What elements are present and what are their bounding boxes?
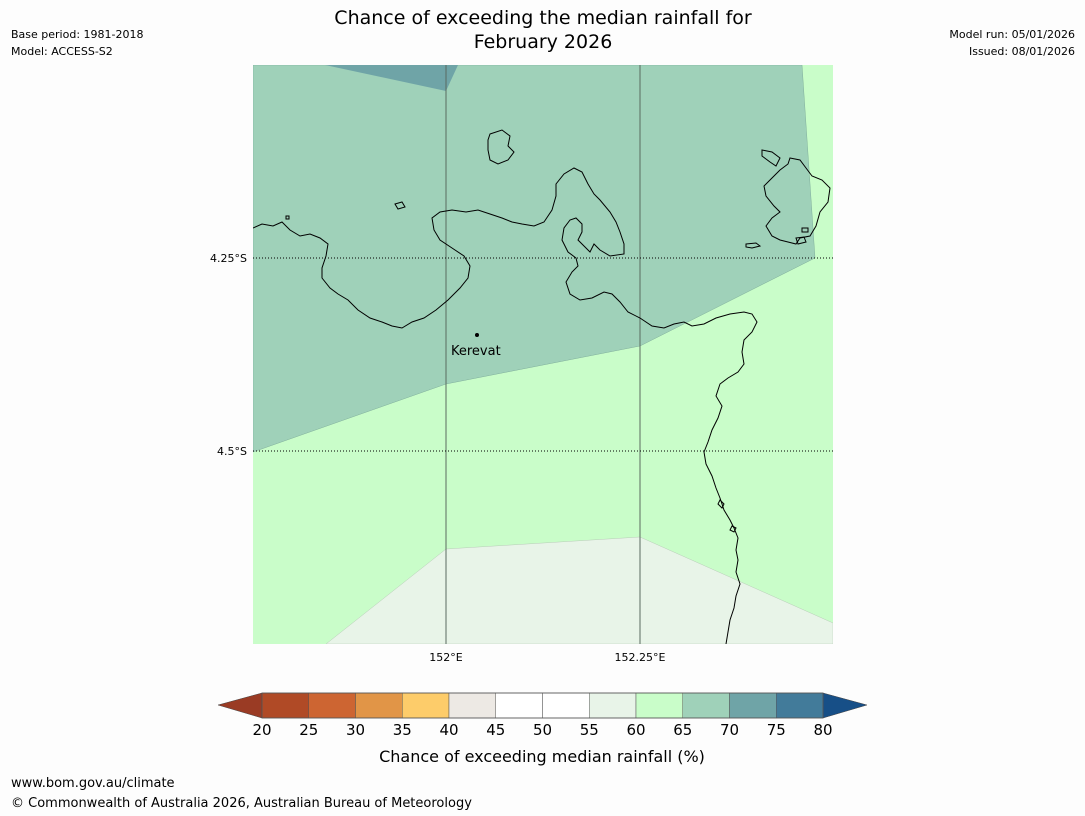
colorbar-segment (402, 692, 450, 719)
colorbar-tick-label: 40 (439, 721, 458, 739)
footer: www.bom.gov.au/climate © Commonwealth of… (11, 774, 472, 814)
colorbar-tick-label: 45 (486, 721, 505, 739)
colorbar-tick-label: 50 (533, 721, 552, 739)
colorbar-tick-label: 80 (813, 721, 832, 739)
lat-label-4-5s: 4.5°S (217, 445, 247, 458)
colorbar-tick-label: 75 (767, 721, 786, 739)
colorbar-under-arrow (217, 692, 263, 719)
map-panel: Kerevat (253, 65, 833, 644)
colorbar-tick-label: 70 (720, 721, 739, 739)
colorbar-over-arrow (822, 692, 868, 719)
colorbar-segment (261, 692, 309, 719)
coastlines (253, 129, 831, 644)
colorbar-frame (261, 692, 824, 719)
colorbar-segment (308, 692, 356, 719)
model-run-text: Model run: 05/01/2026 (949, 28, 1075, 41)
footer-url: www.bom.gov.au/climate (11, 776, 175, 791)
colorbar-tick-label: 60 (626, 721, 645, 739)
metadata-left: Base period: 1981-2018 Model: ACCESS-S2 (11, 26, 143, 60)
colorbar-segment (448, 692, 496, 719)
map-title: Chance of exceeding the median rainfall … (243, 6, 843, 54)
lat-label-4-25s: 4.25°S (210, 252, 247, 265)
colorbar-segment (542, 692, 590, 719)
colorbar-segment (589, 692, 637, 719)
kerevat-marker (475, 333, 479, 337)
colorbar: 20 25 30 35 40 45 50 55 60 65 70 75 80 (217, 692, 868, 739)
category-70-75-region (325, 65, 458, 91)
metadata-right: Model run: 05/01/2026 Issued: 08/01/2026 (949, 26, 1075, 60)
colorbar-tick-label: 55 (580, 721, 599, 739)
colorbar-segment (776, 692, 824, 719)
colorbar-segment (355, 692, 403, 719)
footer-copyright: © Commonwealth of Australia 2026, Austra… (11, 796, 472, 811)
base-period-text: Base period: 1981-2018 (11, 28, 144, 41)
kerevat-label: Kerevat (451, 344, 501, 359)
title-line-1: Chance of exceeding the median rainfall … (334, 7, 752, 29)
title-line-2: February 2026 (473, 31, 613, 53)
colorbar-tick-label: 30 (346, 721, 365, 739)
colorbar-tick-label: 35 (393, 721, 412, 739)
lon-label-152e: 152°E (429, 651, 462, 664)
colorbar-tick-label: 20 (252, 721, 271, 739)
colorbar-segment (682, 692, 730, 719)
colorbar-segment (495, 692, 543, 719)
colorbar-label: Chance of exceeding median rainfall (%) (379, 747, 705, 766)
colorbar-tick-label: 25 (299, 721, 318, 739)
colorbar-segment (729, 692, 777, 719)
model-text: Model: ACCESS-S2 (11, 45, 113, 58)
colorbar-segment (635, 692, 683, 719)
issued-text: Issued: 08/01/2026 (968, 45, 1075, 58)
category-55-60-region (325, 536, 833, 644)
colorbar-tick-label: 65 (673, 721, 692, 739)
lon-label-152-25e: 152.25°E (615, 651, 666, 664)
